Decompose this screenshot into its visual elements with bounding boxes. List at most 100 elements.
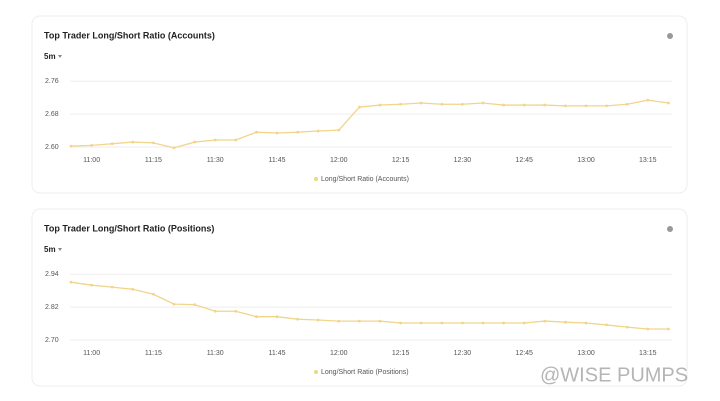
watermark: @WISE PUMPS: [540, 364, 688, 386]
point: [213, 309, 217, 313]
point: [564, 320, 567, 324]
point: [213, 138, 217, 142]
point: [399, 102, 402, 106]
x-tick-label: 11:00: [83, 350, 100, 357]
x-tick-label: 12:45: [515, 157, 533, 164]
point: [275, 131, 279, 135]
point: [152, 292, 155, 296]
point: [296, 130, 299, 134]
point: [296, 317, 299, 321]
point: [316, 318, 320, 322]
point: [625, 102, 629, 106]
card: [31, 15, 688, 194]
x-tick-label: 13:00: [577, 157, 595, 164]
point: [110, 142, 114, 146]
point: [440, 321, 444, 325]
info-icon[interactable]: [667, 226, 673, 232]
point: [667, 101, 670, 105]
dropdown-caret: [58, 55, 62, 58]
x-tick-label: 12:00: [330, 157, 348, 164]
y-tick-label: 2.68: [45, 111, 59, 118]
x-tick-label: 12:15: [392, 157, 410, 164]
point: [564, 104, 567, 108]
chart-title: Top Trader Long/Short Ratio (Accounts): [44, 30, 215, 40]
point: [316, 129, 320, 133]
point: [172, 146, 176, 150]
point: [234, 309, 238, 313]
point: [481, 321, 485, 325]
point: [378, 319, 382, 323]
point: [90, 283, 93, 287]
dropdown-caret: [58, 248, 62, 251]
point: [646, 98, 650, 102]
x-tick-label: 11:45: [269, 157, 286, 164]
x-tick-label: 12:15: [392, 350, 410, 357]
x-tick-label: 11:45: [269, 350, 286, 357]
point: [337, 128, 341, 132]
x-tick-label: 12:00: [330, 350, 348, 357]
point: [440, 102, 444, 106]
point: [522, 103, 526, 107]
point: [584, 321, 588, 325]
point: [152, 141, 155, 145]
x-tick-label: 13:15: [639, 157, 657, 164]
point: [234, 138, 238, 142]
legend-label: Long/Short Ratio (Positions): [321, 369, 409, 376]
point: [399, 321, 402, 325]
point: [605, 104, 608, 108]
point: [275, 315, 279, 319]
y-tick-label: 2.70: [45, 337, 59, 344]
point: [358, 105, 361, 109]
x-tick-label: 11:15: [145, 157, 162, 164]
card: [31, 208, 688, 387]
point: [419, 101, 423, 105]
point: [131, 140, 135, 144]
point: [110, 285, 114, 289]
y-tick-label: 2.60: [45, 144, 59, 151]
x-tick-label: 11:30: [207, 157, 224, 164]
x-tick-label: 11:00: [83, 157, 100, 164]
point: [378, 103, 382, 107]
point: [358, 319, 361, 323]
point: [461, 102, 464, 106]
legend-marker: [314, 370, 318, 374]
point: [131, 287, 135, 291]
point: [419, 321, 423, 325]
x-tick-label: 12:30: [454, 157, 472, 164]
x-tick-label: 12:30: [454, 350, 472, 357]
point: [522, 321, 526, 325]
point: [69, 280, 73, 284]
point: [255, 315, 258, 319]
point: [172, 302, 176, 306]
point: [90, 143, 93, 147]
x-tick-label: 13:15: [639, 350, 657, 357]
legend-label: Long/Short Ratio (Accounts): [321, 176, 409, 183]
line: [70, 99, 669, 149]
y-tick-label: 2.82: [45, 304, 59, 311]
point: [193, 303, 197, 307]
legend-marker: [314, 177, 318, 181]
x-tick-label: 12:45: [515, 350, 533, 357]
x-tick-label: 11:30: [207, 350, 224, 357]
point: [543, 103, 547, 107]
y-tick-label: 2.76: [45, 78, 59, 85]
info-icon[interactable]: [667, 33, 673, 39]
point: [646, 327, 650, 331]
point: [193, 140, 197, 144]
interval-select[interactable]: 5m: [44, 52, 56, 61]
line: [70, 281, 669, 330]
point: [543, 319, 547, 323]
point: [255, 130, 258, 134]
x-tick-label: 13:00: [577, 350, 595, 357]
point: [502, 321, 505, 325]
point: [481, 101, 485, 105]
chart-title: Top Trader Long/Short Ratio (Positions): [44, 223, 214, 233]
point: [69, 144, 73, 148]
point: [337, 319, 341, 323]
point: [605, 323, 608, 327]
point: [461, 321, 464, 325]
point: [667, 327, 670, 331]
interval-select[interactable]: 5m: [44, 245, 56, 254]
point: [584, 104, 588, 108]
point: [625, 325, 629, 329]
